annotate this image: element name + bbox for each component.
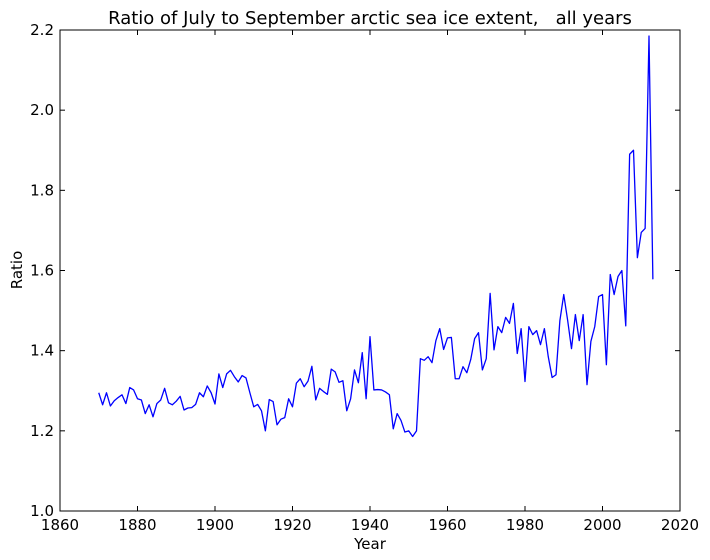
y-tick-label: 1.0 bbox=[30, 502, 54, 520]
plot-area bbox=[98, 35, 654, 438]
x-tick-label: 1920 bbox=[273, 516, 311, 534]
x-tick-label: 1900 bbox=[196, 516, 234, 534]
chart-title: Ratio of July to September arctic sea ic… bbox=[108, 8, 632, 29]
x-tick-label: 2020 bbox=[661, 516, 699, 534]
x-tick-label: 1960 bbox=[428, 516, 466, 534]
x-axis: 1860 1880 1900 1920 1940 1960 1980 2000 2020 bbox=[41, 30, 699, 534]
plot-frame bbox=[59, 29, 681, 512]
x-axis-label: Year bbox=[353, 535, 387, 553]
x-tick-label: 1980 bbox=[506, 516, 544, 534]
y-tick-label: 1.2 bbox=[30, 422, 54, 440]
x-tick-label: 1940 bbox=[351, 516, 389, 534]
y-axis: 1.0 1.2 1.4 1.6 1.8 2.0 2.2 bbox=[30, 21, 680, 520]
y-tick-label: 2.0 bbox=[30, 101, 54, 119]
y-tick-label: 1.6 bbox=[30, 262, 54, 280]
x-tick-label: 2000 bbox=[583, 516, 621, 534]
y-tick-label: 1.8 bbox=[30, 181, 54, 199]
x-tick-label: 1880 bbox=[118, 516, 156, 534]
y-axis-label: Ratio bbox=[8, 251, 26, 290]
x-tick-label: 1860 bbox=[41, 516, 79, 534]
series-line-0 bbox=[98, 35, 654, 438]
y-tick-label: 1.4 bbox=[30, 342, 54, 360]
y-tick-label: 2.2 bbox=[30, 21, 54, 39]
